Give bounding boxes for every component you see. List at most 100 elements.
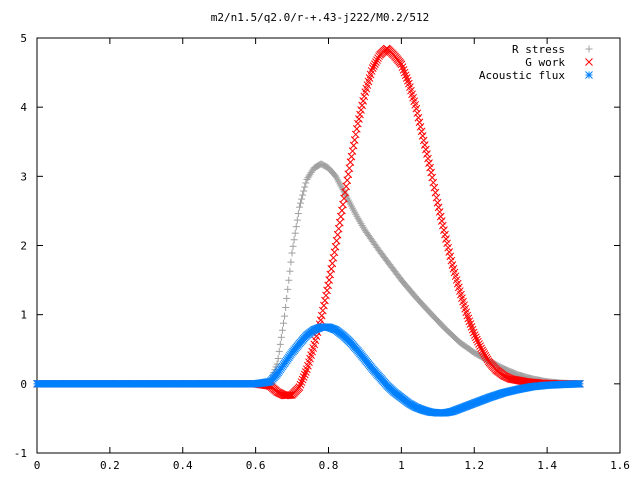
legend-marker [585,71,593,79]
data-point [402,74,411,82]
data-point [443,239,451,248]
data-point [295,203,303,211]
x-tick-label: 1.2 [464,459,484,472]
data-point [338,206,346,215]
data-point [415,118,424,127]
data-point [426,163,434,172]
data-point [372,58,380,66]
data-point [289,242,297,250]
data-point [322,291,330,300]
data-point [284,391,293,400]
data-point [293,216,301,224]
legend-entry: Acoustic flux [479,69,593,82]
data-point [423,150,431,158]
data-point [422,145,430,154]
data-point [368,64,377,73]
data-point [356,110,364,119]
legend-label: G work [525,56,565,69]
data-point [420,141,429,149]
data-point [281,312,289,320]
data-point [287,391,295,399]
data-point [359,97,368,105]
data-point [431,188,440,197]
data-point [298,375,307,384]
data-point [412,104,421,113]
data-point [399,66,408,74]
y-tick-label: 1 [20,309,27,322]
data-point [296,199,304,207]
data-point [323,286,331,295]
data-point [320,301,328,310]
data-point [367,67,376,75]
series-r-stress [33,160,584,388]
y-tick-label: 3 [20,170,27,183]
data-point [287,258,295,266]
x-tick-label: 0.8 [319,459,339,472]
data-point [479,348,488,357]
data-point [359,223,367,231]
legend-label: R stress [512,43,565,56]
data-point [302,179,310,187]
data-point [430,183,439,192]
data-point [475,340,483,348]
data-point [445,248,454,256]
data-point [358,221,366,229]
data-point [471,333,480,342]
data-point [401,71,410,80]
data-point [427,168,436,177]
data-point [478,346,487,355]
data-point [417,127,426,136]
data-point [403,76,412,85]
data-point [318,306,327,315]
data-point [341,188,349,197]
data-point [482,353,491,362]
data-point [284,285,292,293]
x-tick-label: 1 [398,459,405,472]
data-point [400,68,409,77]
data-point [374,54,382,62]
data-point [447,256,456,265]
legend-label: Acoustic flux [479,69,565,82]
series-g-work [33,44,584,400]
y-tick-label: 4 [20,101,27,114]
x-tick-label: 0.2 [100,459,120,472]
data-point [301,183,309,191]
y-tick-label: 2 [20,240,27,253]
data-point [480,350,489,358]
data-point [467,322,476,331]
data-point [441,230,449,239]
legend-entry: G work [525,56,593,69]
data-point [332,236,341,245]
x-tick-label: 1.4 [537,459,557,472]
data-point [481,351,490,360]
data-point [275,347,283,355]
data-point [288,249,296,257]
chart-title: m2/n1.5/q2.0/r-+.43-j222/M0.2/512 [211,11,430,24]
data-point [286,267,294,275]
data-point [437,217,446,225]
data-point [397,60,406,69]
legend-marker [585,58,593,66]
data-point [373,56,381,64]
data-point [474,337,482,346]
data-point [282,303,290,311]
data-point [337,212,345,221]
data-point [371,60,379,68]
data-point [279,319,287,327]
y-tick-label: 5 [20,32,27,45]
data-point [276,340,284,348]
data-point [413,109,422,118]
data-point [476,342,484,350]
data-point [444,243,453,252]
data-point [358,101,366,110]
data-point [473,335,481,344]
data-point [398,63,407,71]
data-point [418,132,427,140]
data-point [435,208,444,216]
data-point [576,379,584,388]
data-point [464,314,473,323]
data-point [433,198,442,207]
legend-entry: R stress [512,43,593,56]
data-point [369,62,378,70]
